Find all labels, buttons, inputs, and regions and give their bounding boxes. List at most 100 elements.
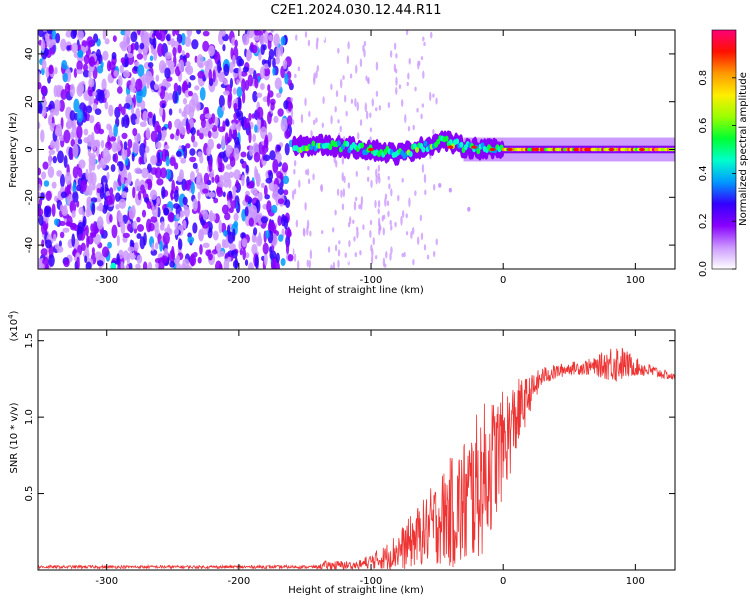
noise-blob xyxy=(172,90,178,104)
noise-blob xyxy=(136,30,141,36)
noise-speckle xyxy=(375,168,378,178)
noise-blob xyxy=(231,37,236,46)
noise-speckle xyxy=(375,90,379,97)
noise-blob xyxy=(117,75,123,88)
noise-blob xyxy=(167,120,172,130)
noise-speckle xyxy=(369,112,372,118)
stray-blob xyxy=(448,187,452,193)
noise-blob xyxy=(130,31,138,43)
noise-blob xyxy=(150,216,158,223)
noise-blob xyxy=(141,209,147,218)
noise-blob xyxy=(167,60,175,70)
noise-speckle xyxy=(424,189,427,196)
snr-y-tick-label: 1.5 xyxy=(24,333,35,349)
noise-hotspot xyxy=(110,262,117,269)
noise-speckle xyxy=(384,197,387,207)
noise-blob xyxy=(60,38,67,52)
noise-blob xyxy=(285,199,291,208)
noise-speckle xyxy=(339,125,342,133)
noise-blob xyxy=(106,171,110,180)
snr-x-tick-label: -200 xyxy=(228,576,251,587)
noise-speckle xyxy=(351,203,354,213)
noise-blob xyxy=(178,121,184,131)
noise-speckle xyxy=(348,216,352,225)
noise-blob xyxy=(38,81,42,90)
noise-blob xyxy=(76,200,80,208)
noise-blob xyxy=(161,102,166,109)
snr-x-ticks: -300 -200 -100 0 100 xyxy=(95,330,645,587)
noise-blob xyxy=(178,108,182,114)
noise-speckle xyxy=(412,124,415,131)
noise-blob xyxy=(123,102,131,109)
noise-blob xyxy=(208,253,213,261)
noise-blob xyxy=(208,158,213,173)
noise-blob xyxy=(40,248,48,256)
noise-blob xyxy=(38,208,44,217)
noise-blob xyxy=(47,166,55,178)
noise-blob xyxy=(155,30,160,39)
noise-blob xyxy=(48,64,54,75)
noise-blob xyxy=(69,83,75,98)
noise-blob xyxy=(184,36,191,48)
noise-blob xyxy=(89,56,96,68)
noise-blob xyxy=(177,44,182,54)
noise-blob xyxy=(132,186,136,199)
noise-blob xyxy=(99,186,105,200)
noise-blob xyxy=(76,184,81,192)
noise-blob xyxy=(275,92,282,98)
noise-blob xyxy=(182,196,188,206)
noise-blob xyxy=(86,36,94,48)
noise-blob xyxy=(137,190,142,201)
noise-speckle xyxy=(398,84,402,89)
noise-blob xyxy=(60,191,68,199)
noise-blob xyxy=(108,104,114,117)
noise-blob xyxy=(59,173,65,188)
noise-blob xyxy=(121,146,128,161)
noise-blob xyxy=(51,181,57,189)
noise-blob xyxy=(211,129,219,139)
noise-speckle xyxy=(303,228,306,237)
noise-blob xyxy=(56,246,64,253)
noise-blob xyxy=(228,190,233,199)
noise-blob xyxy=(127,138,133,149)
noise-blob xyxy=(222,191,226,198)
noise-blob xyxy=(277,187,284,195)
signal-blob xyxy=(415,146,420,153)
noise-blob xyxy=(134,178,141,192)
spectrogram-x-tick-label: -300 xyxy=(95,275,118,286)
noise-blob xyxy=(151,242,155,252)
noise-blob xyxy=(234,136,240,146)
noise-blob xyxy=(278,234,284,242)
noise-blob xyxy=(169,260,175,268)
noise-blob xyxy=(107,241,112,249)
colorbar: 0.0 0.2 0.4 0.6 0.8 Normalized spectral ampl… xyxy=(698,29,749,277)
noise-blob xyxy=(156,125,162,133)
noise-speckle xyxy=(421,103,425,108)
noise-blob xyxy=(128,207,135,220)
noise-blob xyxy=(152,37,157,49)
noise-speckle xyxy=(404,114,407,124)
noise-blob xyxy=(244,252,250,259)
noise-blob xyxy=(231,185,237,192)
stray-blob xyxy=(438,182,442,188)
noise-blob xyxy=(280,117,288,132)
noise-blob xyxy=(180,32,186,46)
noise-speckle xyxy=(343,94,347,103)
noise-blob xyxy=(82,69,90,78)
noise-blob xyxy=(161,186,166,199)
noise-speckle xyxy=(390,246,393,255)
noise-blob xyxy=(159,240,163,252)
noise-blob xyxy=(224,118,230,126)
noise-blob xyxy=(76,125,83,139)
noise-blob xyxy=(228,207,234,214)
noise-blob xyxy=(162,129,167,138)
noise-blob xyxy=(233,220,239,229)
noise-speckle xyxy=(395,76,398,86)
noise-blob xyxy=(152,211,157,217)
noise-blob xyxy=(136,254,143,264)
noise-blob xyxy=(117,135,121,149)
noise-blob xyxy=(159,105,164,117)
noise-blob xyxy=(110,164,116,173)
noise-speckle xyxy=(316,64,320,72)
noise-speckle xyxy=(405,213,408,219)
